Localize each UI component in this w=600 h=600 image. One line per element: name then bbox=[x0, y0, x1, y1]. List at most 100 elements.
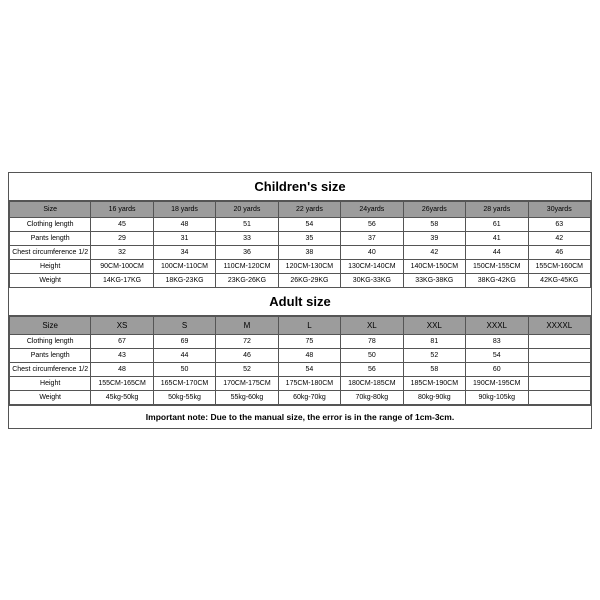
cell bbox=[528, 390, 591, 404]
adult-title: Adult size bbox=[9, 288, 591, 316]
row-label: Chest circumference 1/2 bbox=[10, 245, 91, 259]
cell: 54 bbox=[278, 362, 340, 376]
row-label: Chest circumference 1/2 bbox=[10, 362, 91, 376]
cell: 45 bbox=[91, 217, 153, 231]
adult-table: Size XS S M L XL XXL XXXL XXXXL Clothing… bbox=[9, 316, 591, 405]
children-table: Size 16 yards 18 yards 20 yards 22 yards… bbox=[9, 201, 591, 288]
adult-header-cell: XXXXL bbox=[528, 316, 591, 334]
cell: 45kg-50kg bbox=[91, 390, 153, 404]
cell: 60 bbox=[466, 362, 528, 376]
children-title: Children's size bbox=[9, 173, 591, 201]
cell: 75 bbox=[278, 334, 340, 348]
cell: 54 bbox=[278, 217, 340, 231]
row-label: Weight bbox=[10, 273, 91, 287]
cell: 48 bbox=[153, 217, 215, 231]
children-header-cell: 28 yards bbox=[466, 201, 528, 217]
adult-header-cell: XXXL bbox=[466, 316, 528, 334]
adult-header-cell: Size bbox=[10, 316, 91, 334]
row-label: Pants length bbox=[10, 231, 91, 245]
adult-header-cell: XL bbox=[341, 316, 403, 334]
cell: 40 bbox=[341, 245, 403, 259]
children-header-cell: 22 yards bbox=[278, 201, 340, 217]
children-header-cell: 16 yards bbox=[91, 201, 153, 217]
cell: 38KG-42KG bbox=[466, 273, 528, 287]
cell: 31 bbox=[153, 231, 215, 245]
children-header-cell: Size bbox=[10, 201, 91, 217]
table-row: Chest circumference 1/2 48 50 52 54 56 5… bbox=[10, 362, 591, 376]
cell: 23KG-26KG bbox=[216, 273, 278, 287]
table-row: Pants length 29 31 33 35 37 39 41 42 bbox=[10, 231, 591, 245]
cell: 56 bbox=[341, 217, 403, 231]
cell: 51 bbox=[216, 217, 278, 231]
cell: 55kg-60kg bbox=[216, 390, 278, 404]
cell: 140CM-150CM bbox=[403, 259, 465, 273]
cell: 52 bbox=[216, 362, 278, 376]
cell bbox=[528, 376, 591, 390]
cell: 50 bbox=[153, 362, 215, 376]
cell: 69 bbox=[153, 334, 215, 348]
children-header-cell: 24yards bbox=[341, 201, 403, 217]
cell bbox=[528, 348, 591, 362]
adult-header-cell: XXL bbox=[403, 316, 465, 334]
cell: 80kg-90kg bbox=[403, 390, 465, 404]
cell: 52 bbox=[403, 348, 465, 362]
cell: 42 bbox=[528, 231, 591, 245]
cell: 175CM-180CM bbox=[278, 376, 340, 390]
row-label: Clothing length bbox=[10, 217, 91, 231]
children-header-cell: 18 yards bbox=[153, 201, 215, 217]
table-row: Pants length 43 44 46 48 50 52 54 bbox=[10, 348, 591, 362]
cell: 72 bbox=[216, 334, 278, 348]
children-header-cell: 20 yards bbox=[216, 201, 278, 217]
cell: 170CM-175CM bbox=[216, 376, 278, 390]
cell: 38 bbox=[278, 245, 340, 259]
cell: 33KG-38KG bbox=[403, 273, 465, 287]
table-row: Height 155CM-165CM 165CM-170CM 170CM-175… bbox=[10, 376, 591, 390]
cell: 50kg-55kg bbox=[153, 390, 215, 404]
table-row: Clothing length 67 69 72 75 78 81 83 bbox=[10, 334, 591, 348]
cell bbox=[528, 334, 591, 348]
cell: 46 bbox=[216, 348, 278, 362]
cell: 41 bbox=[466, 231, 528, 245]
cell: 165CM-170CM bbox=[153, 376, 215, 390]
cell: 14KG-17KG bbox=[91, 273, 153, 287]
adult-header-cell: S bbox=[153, 316, 215, 334]
cell: 30KG-33KG bbox=[341, 273, 403, 287]
cell: 90kg-105kg bbox=[466, 390, 528, 404]
cell: 67 bbox=[91, 334, 153, 348]
table-row: Chest circumference 1/2 32 34 36 38 40 4… bbox=[10, 245, 591, 259]
cell: 150CM-155CM bbox=[466, 259, 528, 273]
cell: 56 bbox=[341, 362, 403, 376]
cell: 18KG-23KG bbox=[153, 273, 215, 287]
cell: 48 bbox=[278, 348, 340, 362]
cell: 90CM-100CM bbox=[91, 259, 153, 273]
cell: 83 bbox=[466, 334, 528, 348]
cell: 58 bbox=[403, 362, 465, 376]
cell: 37 bbox=[341, 231, 403, 245]
cell: 34 bbox=[153, 245, 215, 259]
cell: 32 bbox=[91, 245, 153, 259]
children-header-cell: 26yards bbox=[403, 201, 465, 217]
cell: 100CM-110CM bbox=[153, 259, 215, 273]
cell: 185CM-190CM bbox=[403, 376, 465, 390]
row-label: Clothing length bbox=[10, 334, 91, 348]
row-label: Height bbox=[10, 259, 91, 273]
cell: 44 bbox=[466, 245, 528, 259]
cell: 48 bbox=[91, 362, 153, 376]
row-label: Height bbox=[10, 376, 91, 390]
adult-header-cell: M bbox=[216, 316, 278, 334]
row-label: Pants length bbox=[10, 348, 91, 362]
cell: 26KG-29KG bbox=[278, 273, 340, 287]
adult-header-cell: L bbox=[278, 316, 340, 334]
row-label: Weight bbox=[10, 390, 91, 404]
adult-header-row: Size XS S M L XL XXL XXXL XXXXL bbox=[10, 316, 591, 334]
cell: 44 bbox=[153, 348, 215, 362]
cell: 33 bbox=[216, 231, 278, 245]
table-row: Weight 14KG-17KG 18KG-23KG 23KG-26KG 26K… bbox=[10, 273, 591, 287]
cell: 39 bbox=[403, 231, 465, 245]
cell: 29 bbox=[91, 231, 153, 245]
cell: 155CM-160CM bbox=[528, 259, 591, 273]
cell: 43 bbox=[91, 348, 153, 362]
cell: 110CM-120CM bbox=[216, 259, 278, 273]
table-row: Weight 45kg-50kg 50kg-55kg 55kg-60kg 60k… bbox=[10, 390, 591, 404]
cell: 155CM-165CM bbox=[91, 376, 153, 390]
